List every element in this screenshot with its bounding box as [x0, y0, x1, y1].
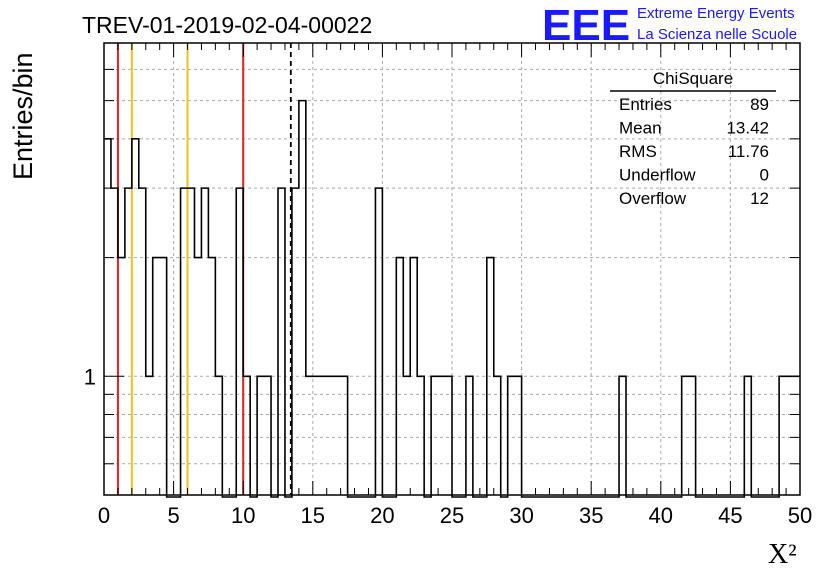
histogram-bin [410, 258, 417, 495]
histogram-bin [341, 376, 348, 495]
histogram-bin [375, 188, 382, 495]
eee-brand: EEE Extreme Energy Events La Scienza nel… [542, 1, 797, 50]
eee-logo: EEE [542, 1, 630, 50]
stats-value: 11.76 [728, 142, 769, 161]
histogram-bin [146, 376, 153, 495]
histogram-bin [306, 376, 313, 495]
stats-value: 13.42 [726, 119, 769, 138]
x-tick-label: 50 [788, 503, 812, 528]
histogram-bin [396, 258, 403, 495]
y-axis-title: Entries/bin [8, 52, 38, 180]
x-tick-label: 30 [509, 503, 533, 528]
stats-rows: Entries 89 Mean 13.42 RMS 11.76 Underflow 0 Over… [619, 95, 769, 208]
histogram-bin [257, 376, 264, 495]
histogram-bin [125, 188, 132, 495]
y-tick-labels: 1 [84, 364, 96, 389]
histogram-bin [299, 101, 306, 495]
x-axis-title: X² [768, 539, 797, 570]
stats-title: ChiSquare [653, 69, 733, 88]
histogram-bin [682, 376, 689, 495]
histogram-bin [208, 258, 215, 495]
histogram-bin [438, 376, 445, 495]
histogram-bin [181, 188, 188, 495]
histogram-outline [104, 99, 800, 498]
stats-box: ChiSquare Entries 89 Mean 13.42 RMS 11.76 Unde… [610, 69, 776, 208]
stats-value: 12 [750, 189, 769, 208]
histogram-bin [236, 188, 243, 495]
axis-ticks [103, 43, 801, 495]
x-tick-label: 15 [301, 503, 325, 528]
stats-label: Underflow [619, 166, 696, 185]
histogram-bin [334, 376, 341, 495]
x-tick-label: 0 [98, 503, 110, 528]
histogram-bin [160, 258, 167, 495]
histogram-bin [194, 258, 201, 495]
histogram-bin [417, 376, 424, 495]
x-tick-label: 35 [579, 503, 603, 528]
histogram-bin [619, 376, 626, 495]
histogram-bin [487, 258, 494, 495]
histogram-bin [215, 376, 222, 495]
x-tick-label: 25 [440, 503, 464, 528]
histogram-bin [431, 376, 438, 495]
histogram-bin [111, 188, 118, 495]
histogram-bin [313, 376, 320, 495]
x-tick-label: 10 [231, 503, 255, 528]
histogram-bin [445, 376, 452, 495]
x-tick-label: 5 [167, 503, 179, 528]
histogram-series [104, 99, 800, 498]
stats-value: 89 [750, 95, 769, 114]
histogram-bin [466, 376, 473, 495]
histogram-bin [278, 188, 285, 495]
histogram-bin [292, 188, 299, 495]
histogram-bin [508, 376, 515, 495]
histogram-bin [779, 376, 786, 495]
histogram-bin [515, 376, 522, 495]
histogram-bin [132, 139, 139, 495]
histogram-bin [744, 376, 751, 495]
stats-label: Overflow [619, 189, 687, 208]
stats-label: Mean [619, 119, 662, 138]
histogram-bin [104, 139, 111, 495]
histogram-bin [264, 376, 271, 495]
histogram-bin [689, 376, 696, 495]
y-tick-label: 1 [84, 364, 96, 389]
x-tick-label: 40 [649, 503, 673, 528]
brand-line-2: La Scienza nelle Scuole [637, 26, 797, 43]
brand-line-1: Extreme Energy Events [637, 5, 795, 22]
stats-label: RMS [619, 142, 657, 161]
histogram-bin [243, 376, 250, 495]
histogram-bin [139, 188, 146, 495]
stats-label: Entries [619, 95, 672, 114]
histogram-bin [320, 376, 327, 495]
x-tick-labels: 0 5 10 15 20 25 30 35 40 45 50 [98, 503, 812, 528]
stats-value: 0 [760, 166, 769, 185]
x-tick-label: 20 [370, 503, 394, 528]
histogram-bin [327, 376, 334, 495]
x-tick-label: 45 [718, 503, 742, 528]
histogram-bin [494, 376, 501, 495]
histogram-bin [201, 188, 208, 495]
histogram-bin [188, 188, 195, 495]
histogram-bin [153, 258, 160, 495]
histogram-bin [403, 376, 410, 495]
chart-title: TREV-01-2019-02-04-00022 [82, 12, 372, 38]
